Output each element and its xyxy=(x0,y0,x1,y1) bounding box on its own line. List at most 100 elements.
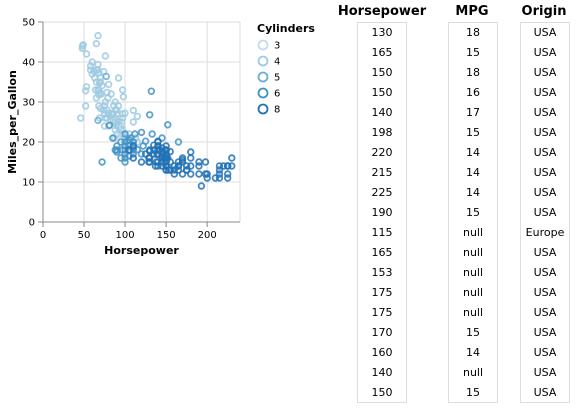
data-point-cyl-5 xyxy=(94,116,102,125)
y-tick-label: 40 xyxy=(22,58,35,69)
data-point-cyl-6 xyxy=(121,130,129,138)
table-cell: USA xyxy=(533,286,557,299)
x-tick-label: 200 xyxy=(198,230,217,241)
column-mpg: 18 15 18 16 17 15 14 14 14 15 null null null null null… xyxy=(448,22,498,403)
legend-symbol xyxy=(257,39,269,51)
table-cell: 15 xyxy=(466,126,480,139)
data-point-cyl-4 xyxy=(82,83,91,91)
table-cell: USA xyxy=(533,266,557,279)
data-point-cyl-4 xyxy=(82,50,91,58)
table-cell: 225 xyxy=(371,186,393,199)
table-cell: USA xyxy=(533,166,557,179)
table-cell: 165 xyxy=(371,246,393,259)
table-cell: USA xyxy=(533,46,557,59)
data-point-cyl-4 xyxy=(92,39,101,48)
table-cell: 170 xyxy=(371,326,393,339)
legend-label: 5 xyxy=(274,73,280,84)
data-point-cyl-8 xyxy=(182,162,191,170)
data-point-cyl-8 xyxy=(151,162,160,170)
table-cell: 150 xyxy=(371,86,393,99)
data-point-cyl-8 xyxy=(158,162,166,170)
table-cell: USA xyxy=(533,206,557,219)
plot-frame xyxy=(42,21,241,223)
legend-symbol xyxy=(257,87,269,99)
table-cell: null xyxy=(462,266,484,279)
legend-label: 3 xyxy=(274,41,280,52)
data-point-cyl-6 xyxy=(133,145,142,154)
x-axis-title: Horsepower xyxy=(104,244,179,257)
table-cell: USA xyxy=(533,106,557,119)
data-point-cyl-4 xyxy=(129,118,137,126)
table-cell: 18 xyxy=(466,26,480,39)
data-point-cyl-8 xyxy=(178,170,187,178)
data-point-cyl-5 xyxy=(102,72,110,81)
data-point-cyl-4 xyxy=(113,110,121,118)
legend-label: 8 xyxy=(274,105,280,116)
legend-symbol xyxy=(257,71,269,83)
table-cell: 14 xyxy=(466,166,480,179)
column-origin: USA USA USA USA USA USA USA USA USA USA Europe USA U… xyxy=(520,22,570,403)
data-point-cyl-4 xyxy=(94,31,102,40)
table-cell: 215 xyxy=(371,166,393,179)
data-point-cyl-8 xyxy=(137,158,146,166)
table-cell: 15 xyxy=(466,326,480,339)
table-cell: 130 xyxy=(371,26,393,39)
data-point-cyl-8 xyxy=(150,150,158,158)
data-point-cyl-6 xyxy=(164,121,172,129)
data-point-cyl-8 xyxy=(187,154,195,162)
table-cell: 15 xyxy=(466,206,480,219)
data-point-cyl-4 xyxy=(98,81,106,90)
scatter-chart: 0 50 100 150 200 0 10 20 30 40 50 Horsepower Miles_p… xyxy=(6,18,315,258)
data-point-cyl-8 xyxy=(170,162,179,170)
table-cell: null xyxy=(462,306,484,319)
axes: 0 50 100 150 200 0 10 20 30 40 50 Horsepower Miles_p… xyxy=(6,18,240,257)
data-point-cyl-4 xyxy=(79,41,87,49)
table-cell: 140 xyxy=(371,366,393,379)
data-point-cyl-8 xyxy=(223,174,232,182)
data-point-cyl-8 xyxy=(125,146,133,154)
x-tick-label: 100 xyxy=(116,230,135,241)
table-cell: 153 xyxy=(371,266,393,279)
data-point-cyl-6 xyxy=(147,87,156,95)
data-point-cyl-4 xyxy=(119,93,128,101)
table-cell: USA xyxy=(533,306,557,319)
data-point-cyl-8 xyxy=(129,154,137,162)
legend-title: Cylinders xyxy=(257,22,315,35)
data-point-cyl-8 xyxy=(178,156,187,164)
data-point-cyl-6 xyxy=(174,138,183,146)
data-point-cyl-4 xyxy=(86,66,95,74)
table-cell: null xyxy=(462,226,484,239)
data-point-cyl-4 xyxy=(100,106,108,114)
table-cell: USA xyxy=(533,346,557,359)
column-horsepower: 130 165 150 150 140 198 220 215 225 190 115 165 153 1… xyxy=(357,22,407,403)
data-point-cyl-8 xyxy=(170,170,179,178)
table-cell: USA xyxy=(533,26,557,39)
data-point-cyl-8 xyxy=(197,182,206,190)
legend-label: 6 xyxy=(274,89,280,100)
table-cell: USA xyxy=(533,366,557,379)
data-point-cyl-4 xyxy=(81,102,90,110)
data-point-cyl-4 xyxy=(88,58,96,66)
column-header-horsepower: Horsepower xyxy=(337,4,427,19)
data-point-cyl-4 xyxy=(107,90,115,98)
data-point-cyl-8 xyxy=(223,162,232,170)
data-point-cyl-8 xyxy=(203,170,211,178)
data-marks xyxy=(77,31,236,190)
data-point-cyl-8 xyxy=(141,150,150,158)
data-point-cyl-8 xyxy=(219,162,228,170)
table-cell: 150 xyxy=(371,386,393,399)
data-point-cyl-4 xyxy=(118,86,127,94)
data-point-cyl-8 xyxy=(182,166,191,174)
table-cell: 14 xyxy=(466,146,480,159)
data-point-cyl-4 xyxy=(81,87,90,95)
table-cell: USA xyxy=(533,386,557,399)
data-point-cyl-8 xyxy=(154,138,162,146)
data-point-cyl-8 xyxy=(211,174,220,182)
data-point-cyl-4 xyxy=(133,112,142,121)
data-point-cyl-6 xyxy=(98,158,106,166)
data-point-cyl-4 xyxy=(104,80,113,89)
data-point-cyl-6 xyxy=(117,138,125,146)
y-tick-label: 10 xyxy=(22,178,35,189)
table-cell: 150 xyxy=(371,66,393,79)
column-header-mpg: MPG xyxy=(455,4,489,19)
